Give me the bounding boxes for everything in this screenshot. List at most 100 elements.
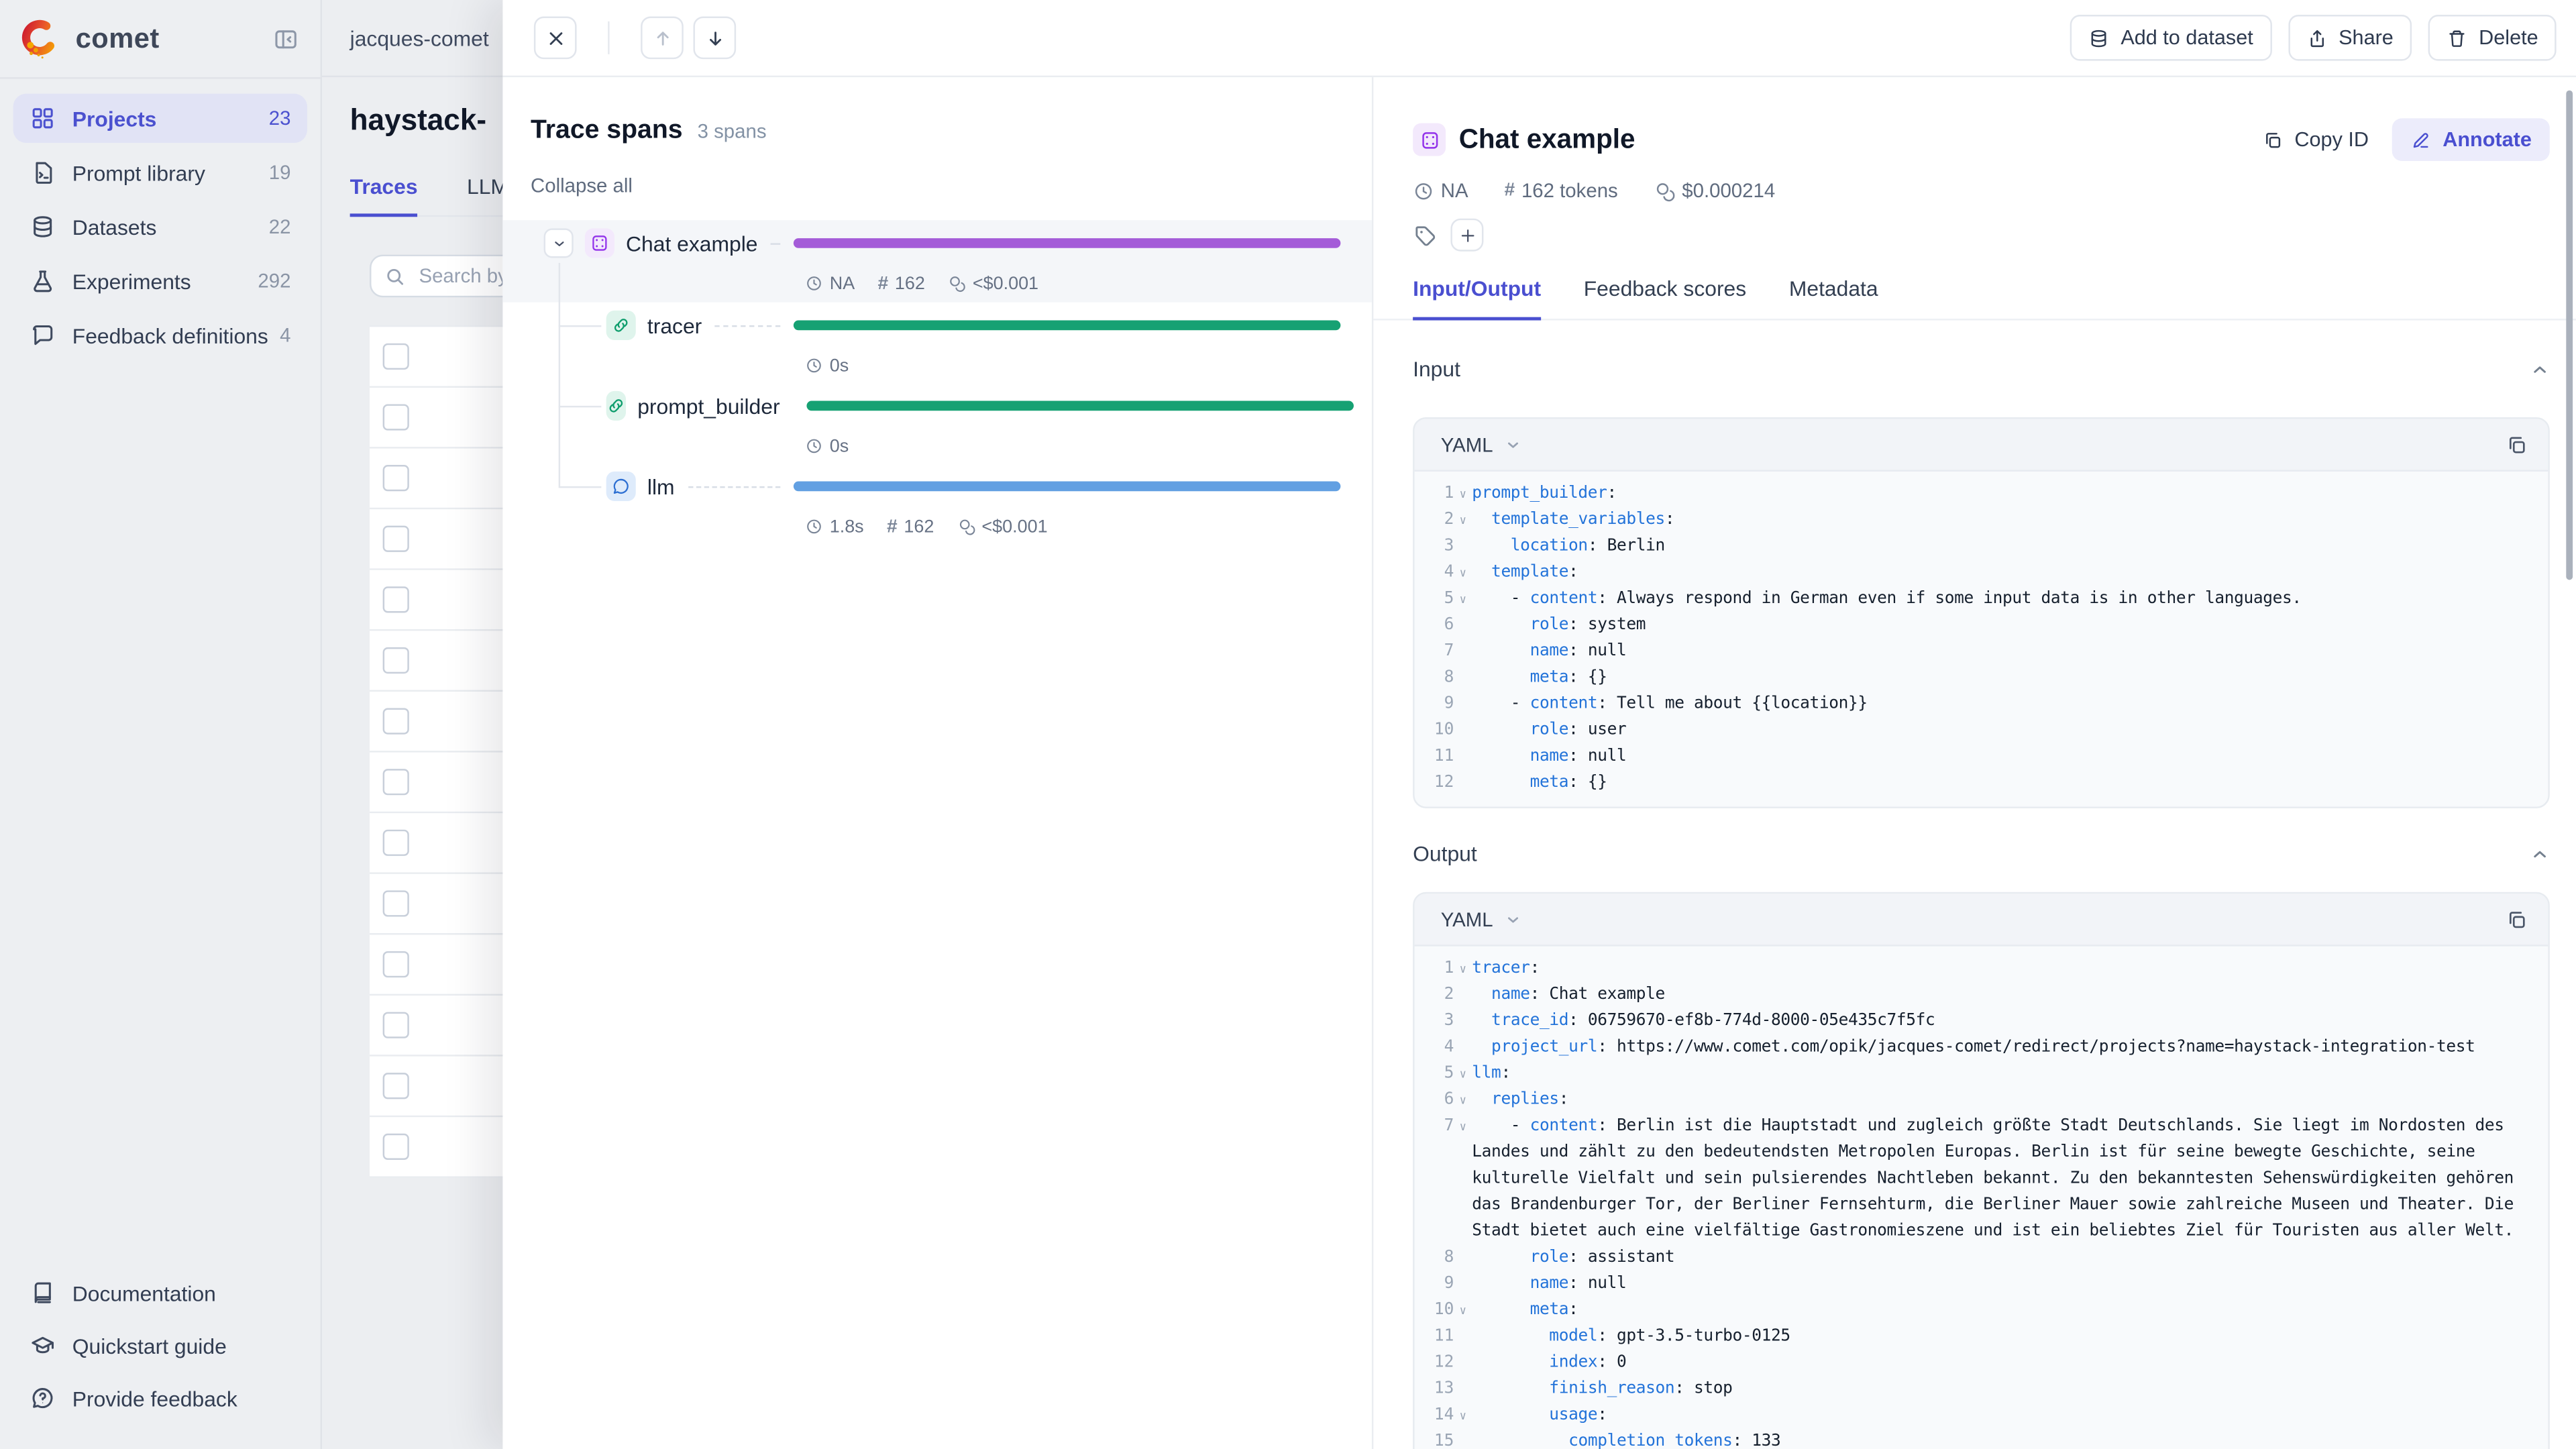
- span-row-chat-example[interactable]: Chat example NA #162 <$0.001: [502, 220, 1372, 303]
- output-format-select[interactable]: YAML: [1440, 908, 1493, 931]
- fold-toggle-icon[interactable]: ∨: [1459, 488, 1466, 501]
- row-checkbox[interactable]: [382, 465, 409, 492]
- span-row-prompt-builder[interactable]: prompt_builder 0s: [502, 383, 1372, 464]
- share-button[interactable]: Share: [2288, 15, 2412, 61]
- line-number: 2: [1444, 985, 1454, 1004]
- copy-input-icon[interactable]: [2506, 433, 2528, 455]
- fold-toggle-icon[interactable]: ∨: [1459, 1304, 1466, 1318]
- chevron-up-icon[interactable]: [2530, 359, 2549, 378]
- fold-spacer: [1454, 1009, 1472, 1035]
- sidebar-nav: Projects 23 Prompt library 19 Datasets 22 Expe…: [0, 79, 321, 380]
- code-line: 1 ∨ prompt_builder:: [1415, 482, 2548, 508]
- fold-toggle-icon[interactable]: ∨: [1459, 1409, 1466, 1423]
- line-number: 4: [1444, 564, 1454, 582]
- fold-spacer: [1454, 1035, 1472, 1061]
- breadcrumb[interactable]: jacques-comet: [350, 25, 489, 50]
- collapse-all-button[interactable]: Collapse all: [531, 174, 633, 197]
- fold-toggle-icon[interactable]: ∨: [1459, 566, 1466, 580]
- input-format-select[interactable]: YAML: [1440, 433, 1493, 456]
- span-row-tracer[interactable]: tracer 0s: [502, 303, 1372, 383]
- row-checkbox[interactable]: [382, 769, 409, 796]
- close-button[interactable]: [533, 16, 577, 60]
- row-checkbox[interactable]: [382, 647, 409, 674]
- sidebar-item-prompt-library[interactable]: Prompt library 19: [13, 148, 307, 197]
- sidebar: comet Projects 23 Prompt library 19 Datasets…: [0, 0, 323, 1449]
- code-line: 12 index: 0: [1415, 1350, 2548, 1377]
- fold-spacer: [1454, 744, 1472, 770]
- code-text: role: user: [1529, 721, 1627, 740]
- flask-icon: [30, 268, 56, 294]
- row-checkbox[interactable]: [382, 890, 409, 917]
- add-tag-button[interactable]: [1450, 218, 1484, 252]
- code-line: 3 location: Berlin: [1415, 534, 2548, 560]
- span-duration-stat: NA: [805, 274, 855, 293]
- add-to-dataset-button[interactable]: Add to dataset: [2070, 15, 2271, 61]
- tab-input-output[interactable]: Input/Output: [1413, 276, 1542, 321]
- tab-traces[interactable]: Traces: [350, 174, 418, 217]
- line-number: 2: [1444, 511, 1454, 529]
- chevron-up-icon[interactable]: [2530, 844, 2549, 863]
- tab-feedback-scores[interactable]: Feedback scores: [1583, 276, 1747, 301]
- code-line: 11 name: null: [1415, 744, 2548, 770]
- line-number: 12: [1434, 1353, 1454, 1372]
- annotate-button[interactable]: Annotate: [2392, 118, 2550, 162]
- sidebar-item-label: Datasets: [72, 214, 157, 239]
- sidebar-item-documentation[interactable]: Documentation: [13, 1269, 307, 1318]
- code-line: 14 ∨ usage:: [1415, 1403, 2548, 1429]
- row-checkbox[interactable]: [382, 404, 409, 431]
- fold-toggle-icon[interactable]: ∨: [1459, 1067, 1466, 1081]
- code-line: 7 ∨ - content: Berlin ist die Hauptstadt …: [1415, 1114, 2548, 1245]
- tab-metadata[interactable]: Metadata: [1788, 276, 1878, 301]
- row-checkbox[interactable]: [382, 525, 409, 552]
- sidebar-item-datasets[interactable]: Datasets 22: [13, 202, 307, 251]
- scrollbar-thumb[interactable]: [2566, 90, 2573, 580]
- fold-spacer: [1454, 1272, 1472, 1298]
- fold-toggle-icon[interactable]: ∨: [1459, 1094, 1466, 1108]
- sidebar-collapse-icon[interactable]: [273, 25, 299, 52]
- row-checkbox[interactable]: [382, 1012, 409, 1038]
- sidebar-item-label: Documentation: [72, 1280, 216, 1305]
- row-checkbox[interactable]: [382, 829, 409, 856]
- next-trace-button[interactable]: [693, 16, 737, 60]
- output-card: YAML 1 ∨ tracer: 2 name: Chat example 3 trac…: [1413, 892, 2550, 1449]
- sidebar-item-experiments[interactable]: Experiments 292: [13, 256, 307, 305]
- row-checkbox[interactable]: [382, 343, 409, 370]
- output-yaml-code: 1 ∨ tracer: 2 name: Chat example 3 trace_id:…: [1415, 947, 2548, 1449]
- row-checkbox[interactable]: [382, 708, 409, 735]
- comet-logo-icon[interactable]: [21, 17, 64, 60]
- sidebar-item-feedback-definitions[interactable]: Feedback definitions 4: [13, 311, 307, 360]
- coins-icon: [957, 517, 975, 535]
- copy-id-button[interactable]: Copy ID: [2261, 128, 2369, 151]
- expand-toggle-button[interactable]: [543, 228, 574, 258]
- prev-trace-button[interactable]: [641, 16, 684, 60]
- arrow-up-icon: [651, 27, 673, 48]
- code-line: 13 finish_reason: stop: [1415, 1377, 2548, 1403]
- detail-title: Chat example: [1458, 123, 1635, 154]
- fold-toggle-icon[interactable]: ∨: [1459, 514, 1466, 528]
- row-checkbox[interactable]: [382, 1133, 409, 1160]
- code-line: 1 ∨ tracer:: [1415, 956, 2548, 982]
- line-number: 1: [1444, 959, 1454, 978]
- sidebar-item-quickstart-guide[interactable]: Quickstart guide: [13, 1321, 307, 1370]
- fold-toggle-icon[interactable]: ∨: [1459, 963, 1466, 976]
- span-type-chip: [584, 228, 614, 258]
- line-number: 13: [1434, 1380, 1454, 1399]
- button-label: Share: [2339, 26, 2394, 50]
- span-stats: 0s: [502, 429, 1372, 463]
- code-text: - content: Always respond in German even…: [1472, 590, 2302, 608]
- row-checkbox[interactable]: [382, 586, 409, 613]
- fold-spacer: [1454, 1324, 1472, 1350]
- code-text: name: null: [1529, 642, 1627, 661]
- tab-llm[interactable]: LLM: [467, 174, 508, 199]
- span-row-llm[interactable]: llm 1.8s #162 <$0.001: [502, 464, 1372, 544]
- fold-toggle-icon[interactable]: ∨: [1459, 1120, 1466, 1134]
- delete-button[interactable]: Delete: [2428, 15, 2557, 61]
- code-text: completion_tokens: 133: [1568, 1432, 1781, 1449]
- sidebar-item-projects[interactable]: Projects 23: [13, 93, 307, 144]
- row-checkbox[interactable]: [382, 1073, 409, 1099]
- copy-output-icon[interactable]: [2506, 908, 2528, 930]
- sidebar-item-provide-feedback[interactable]: Provide feedback: [13, 1373, 307, 1422]
- fold-toggle-icon[interactable]: ∨: [1459, 593, 1466, 606]
- span-type-chip: [606, 471, 636, 501]
- row-checkbox[interactable]: [382, 951, 409, 978]
